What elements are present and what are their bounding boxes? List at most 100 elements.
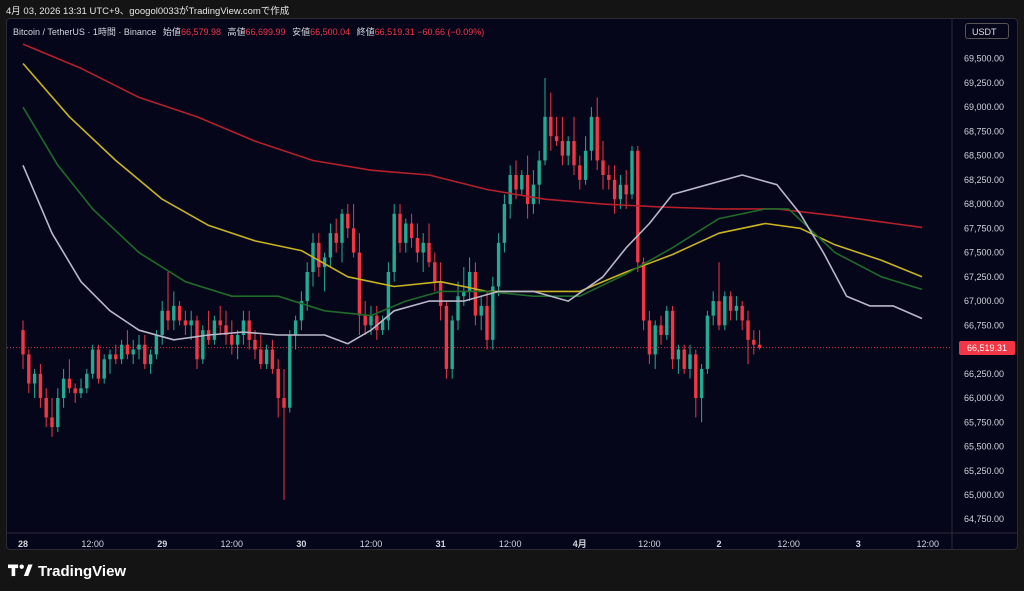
x-tick-label: 12:00	[917, 539, 940, 549]
candle-body	[612, 179, 617, 200]
candlestick-chart[interactable]: 69,500.00 69,250.00 69,000.00 68,750.00 68,5…	[7, 19, 1017, 549]
currency-button[interactable]: USDT	[965, 23, 1009, 39]
y-tick-label: 64,750.00	[964, 514, 1004, 524]
candle-body	[340, 213, 344, 243]
low-label: 安値	[292, 27, 311, 37]
candle-body	[85, 373, 89, 389]
high-label: 高値	[227, 27, 246, 37]
candle-body	[630, 150, 634, 195]
candle-body	[647, 320, 652, 355]
change-value: −60.66 (−0.09%)	[417, 27, 485, 37]
candle-body	[224, 325, 228, 335]
candle-body	[653, 325, 657, 355]
candle-body	[502, 204, 507, 243]
candle-body	[496, 242, 501, 287]
chart-legend: Bitcoin / TetherUS · 1時間 · Binance 始値66,…	[13, 25, 484, 38]
candle-body	[462, 291, 466, 297]
candle-body	[334, 233, 338, 243]
candle-body	[143, 344, 147, 365]
high-value: 66,699.99	[245, 27, 286, 37]
candle-body	[270, 349, 275, 369]
candle-body	[543, 116, 547, 161]
y-tick-label: 66,000.00	[964, 393, 1004, 403]
candle-body	[328, 233, 333, 258]
candle-body	[230, 335, 234, 345]
y-tick-label: 67,750.00	[964, 223, 1004, 233]
y-tick-label: 67,500.00	[964, 248, 1004, 258]
candle-body	[757, 344, 762, 348]
candle-body	[624, 184, 628, 195]
candle-body	[595, 116, 599, 161]
candle-body	[450, 320, 454, 369]
candle-body	[485, 305, 489, 340]
symbol-label: Bitcoin / TetherUS · 1時間 · Binance	[13, 27, 157, 37]
candle-body	[508, 175, 512, 205]
y-tick-label: 66,750.00	[964, 320, 1004, 330]
candle-body	[670, 310, 675, 360]
candle-body	[259, 349, 263, 365]
candle-body	[154, 335, 159, 355]
x-tick-label: 28	[18, 539, 28, 549]
chart-panel[interactable]: Bitcoin / TetherUS · 1時間 · Binance 始値66,…	[6, 18, 1018, 550]
candle-body	[50, 417, 54, 428]
candle-body	[601, 160, 605, 175]
candle-body	[641, 262, 646, 321]
y-tick-label: 65,500.00	[964, 442, 1004, 452]
candle-body	[247, 320, 251, 340]
moving-average-line	[22, 62, 923, 293]
candle-body	[108, 354, 112, 360]
candle-body	[572, 141, 576, 166]
candle-body	[578, 165, 582, 180]
candle-body	[409, 223, 414, 239]
candle-body	[67, 378, 72, 389]
moving-average-line	[22, 43, 923, 229]
candle-body	[404, 223, 408, 243]
candle-body	[444, 305, 449, 369]
y-tick-label: 65,750.00	[964, 417, 1004, 427]
y-tick-label: 69,250.00	[964, 78, 1004, 88]
candle-body	[531, 184, 536, 205]
candle-body	[305, 271, 309, 302]
x-tick-label: 3	[856, 539, 861, 549]
y-tick-label: 69,500.00	[964, 54, 1004, 64]
candle-body	[723, 296, 727, 326]
x-tick-label: 29	[157, 539, 167, 549]
x-tick-label: 12:00	[499, 539, 522, 549]
tradingview-logo-icon	[8, 564, 33, 577]
candle-body	[322, 257, 327, 268]
low-value: 66,500.04	[310, 27, 351, 37]
candle-body	[549, 116, 553, 137]
candle-body	[90, 349, 95, 374]
candle-body	[467, 271, 472, 292]
close-label: 終値	[356, 27, 375, 37]
candle-body	[235, 335, 240, 345]
candle-body	[79, 388, 83, 394]
candle-body	[386, 271, 391, 321]
y-tick-label: 65,000.00	[964, 490, 1004, 500]
candle-body	[392, 213, 396, 272]
candle-body	[369, 315, 373, 326]
brand-name: TradingView	[38, 562, 127, 580]
candle-body	[525, 175, 530, 205]
candle-body	[195, 320, 199, 360]
candle-body	[659, 325, 663, 335]
candle-body	[317, 242, 321, 268]
candle-body	[293, 320, 298, 335]
candle-body	[537, 160, 541, 185]
candle-body	[589, 116, 594, 151]
candle-body	[688, 354, 692, 369]
candle-body	[102, 359, 106, 379]
candle-body	[705, 315, 710, 369]
candle-body	[363, 315, 367, 326]
candle-body	[618, 184, 623, 200]
candle-body	[32, 373, 37, 384]
candle-body	[560, 141, 565, 156]
candle-body	[728, 296, 733, 311]
candle-body	[166, 310, 170, 321]
candle-body	[607, 175, 611, 180]
candle-body	[375, 315, 379, 331]
candle-body	[682, 349, 686, 369]
candle-body	[288, 335, 292, 408]
candle-body	[346, 213, 350, 229]
x-tick-label: 12:00	[360, 539, 383, 549]
